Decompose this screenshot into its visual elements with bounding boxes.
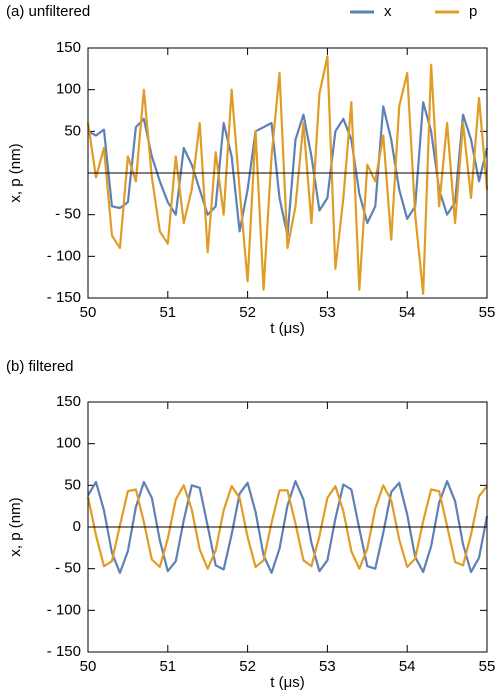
y-tick-label: - 150 [47, 289, 81, 306]
y-axis-label: x, p (nm) [7, 143, 24, 202]
x-tick-label: 50 [80, 304, 97, 321]
panel-title: (b) filtered [6, 358, 74, 375]
series-line [86, 55, 489, 295]
plot-frame [87, 401, 488, 653]
x-tick-label: 54 [399, 658, 416, 675]
legend-label: p [469, 3, 477, 20]
y-tick-label: 50 [64, 476, 81, 493]
y-tick-label: - 50 [55, 560, 81, 577]
y-tick-label: - 100 [47, 247, 81, 264]
x-tick-label: 53 [319, 304, 336, 321]
panel-title: (a) unfiltered [6, 3, 90, 20]
x-tick-label: 52 [239, 658, 256, 675]
x-axis-label: t (μs) [270, 674, 304, 691]
x-tick-label: 50 [80, 658, 97, 675]
y-tick-label: 100 [56, 81, 81, 98]
y-tick-label: - 100 [47, 601, 81, 618]
series-line [86, 484, 488, 570]
y-axis-label: x, p (nm) [7, 497, 24, 556]
x-axis-label: t (μs) [270, 320, 304, 337]
y-tick-label: - 150 [47, 643, 81, 660]
y-tick-label: 150 [56, 39, 81, 56]
x-tick-label: 54 [399, 304, 416, 321]
x-tick-label: 52 [239, 304, 256, 321]
x-tick-label: 51 [159, 658, 176, 675]
y-tick-label: 100 [56, 435, 81, 452]
x-tick-label: 53 [319, 658, 336, 675]
y-tick-label: 0 [73, 518, 81, 535]
y-tick-label: 50 [64, 122, 81, 139]
plot-frame [87, 47, 488, 299]
x-tick-label: 51 [159, 304, 176, 321]
x-tick-label: 55 [479, 304, 496, 321]
y-tick-label: - 50 [55, 206, 81, 223]
series-line [87, 480, 489, 574]
x-tick-label: 55 [479, 658, 496, 675]
legend-label: x [384, 3, 392, 20]
y-tick-label: 150 [56, 393, 81, 410]
